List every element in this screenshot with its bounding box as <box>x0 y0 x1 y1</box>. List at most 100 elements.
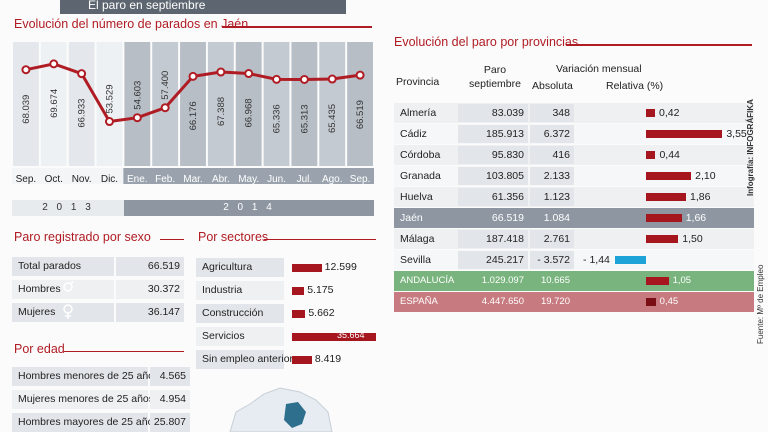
point-value-label: 66.933 <box>77 99 88 128</box>
sexo-row: Mujeres <box>12 303 114 322</box>
province-row <box>394 292 754 312</box>
data-point <box>272 74 282 84</box>
abs-cell <box>530 251 574 269</box>
province-paro: 61.356 <box>491 191 524 203</box>
edad-value-cell: 4.954 <box>150 390 190 409</box>
sector-value: 5.662 <box>308 307 335 319</box>
province-paro: 245.217 <box>486 254 524 266</box>
year-2013: 2 0 1 3 <box>12 200 124 216</box>
month-column <box>207 42 234 166</box>
x-tick-label: Jun. <box>267 174 286 184</box>
month-column <box>347 42 373 166</box>
data-point <box>244 69 254 79</box>
province-paro: 95.830 <box>491 149 524 161</box>
sector-value: 8.419 <box>314 353 342 365</box>
month-column <box>291 42 318 166</box>
province-row <box>394 250 754 270</box>
x-tick-label: Oct. <box>45 174 63 184</box>
sector-bar <box>292 310 306 318</box>
sexo-row: Hombres <box>12 280 114 299</box>
relative-bar <box>615 256 646 264</box>
sector-row: Industria <box>196 281 284 300</box>
header-relativa: Relativa (%) <box>606 80 664 92</box>
abs-cell <box>530 167 574 185</box>
data-point <box>104 117 114 127</box>
paro-cell <box>458 230 528 248</box>
province-name: Almería <box>400 107 437 119</box>
sector-value: 5.175 <box>307 284 334 296</box>
sector-label: Industria <box>202 284 243 296</box>
relative-value: 1,86 <box>689 191 711 203</box>
point-value-label: 54.603 <box>132 81 143 110</box>
abs-cell <box>530 293 574 311</box>
year-2014: 2 0 1 4 <box>124 200 374 216</box>
x-tick-label: Sep. <box>16 174 37 184</box>
x-tick-label: Ene. <box>127 174 148 184</box>
edad-label: Hombres mayores de 25 años <box>18 416 159 428</box>
evolucion-title: Evolución del número de parados en Jaén <box>14 17 249 31</box>
relative-bar <box>646 130 723 138</box>
edad-value-cell: 4.565 <box>150 367 190 386</box>
province-abs: - 3.572 <box>537 254 570 266</box>
edad-rule <box>64 351 184 352</box>
province-name: Cádiz <box>400 128 427 140</box>
province-name: Córdoba <box>400 149 441 161</box>
sector-value: 35.664 <box>337 330 365 340</box>
province-abs: 10.665 <box>540 275 570 286</box>
x-tick-label: Ago. <box>322 174 343 184</box>
edad-title: Por edad <box>14 342 65 356</box>
point-value-label: 65.336 <box>272 104 283 133</box>
paro-cell <box>458 167 528 185</box>
point-value-label: 69.674 <box>49 89 60 118</box>
paro-cell <box>458 146 528 164</box>
point-value-label: 53.529 <box>104 84 115 113</box>
data-point <box>49 59 59 69</box>
province-name: Jaén <box>400 212 423 224</box>
data-point <box>216 67 226 77</box>
data-point <box>21 65 31 75</box>
edad-value: 4.954 <box>159 393 186 405</box>
province-abs: 2.133 <box>543 170 570 182</box>
header-variacion: Variación mensual <box>556 63 642 75</box>
point-value-label: 57.400 <box>160 71 171 100</box>
sector-label: Sin empleo anterior <box>202 353 294 365</box>
x-tick-label: May. <box>238 174 259 184</box>
paro-cell <box>458 104 528 122</box>
paro-cell <box>458 209 528 227</box>
province-abs: 416 <box>552 149 570 161</box>
month-column <box>180 42 206 166</box>
sectores-title: Por sectores <box>198 230 269 244</box>
edad-row: Mujeres menores de 25 años <box>12 390 154 409</box>
month-column <box>235 42 262 166</box>
provincias-title: Evolución del paro por provincias <box>394 35 579 49</box>
relative-value: 1,05 <box>672 275 692 286</box>
sexo-value-cell: 36.147 <box>116 303 184 322</box>
province-row <box>394 103 754 123</box>
edad-label: Hombres menores de 25 años <box>18 370 160 382</box>
province-paro: 103.805 <box>486 170 524 182</box>
edad-value-cell: 25.807 <box>150 413 190 432</box>
sexo-value: 36.147 <box>147 306 180 318</box>
province-paro: 187.418 <box>486 233 524 245</box>
point-value-label: 67.388 <box>216 97 227 126</box>
province-paro: 66.519 <box>491 212 524 224</box>
header-provincia: Provincia <box>396 76 440 88</box>
province-name: ESPAÑA <box>400 296 438 307</box>
point-value-label: 66.519 <box>355 100 366 129</box>
x-axis-strip-2014 <box>123 168 374 184</box>
sector-label: Construcción <box>202 307 264 319</box>
sexo-row: Total parados <box>12 257 114 276</box>
data-point <box>188 71 198 81</box>
line-chart: 68.039 69.674 66.933 53.529 54.603 57.400 66.1… <box>12 42 374 184</box>
province-paro: 1.029.097 <box>481 275 524 286</box>
province-abs: 6.372 <box>543 128 570 140</box>
provincias-rule <box>566 44 752 46</box>
sector-label: Servicios <box>202 330 245 342</box>
province-paro: 4.447.650 <box>481 296 524 307</box>
paro-cell <box>458 125 528 143</box>
data-point <box>77 69 87 79</box>
month-column <box>13 42 39 166</box>
province-name: ANDALUCÍA <box>400 275 455 286</box>
abs-cell <box>530 104 574 122</box>
sexo-rule <box>160 239 184 240</box>
